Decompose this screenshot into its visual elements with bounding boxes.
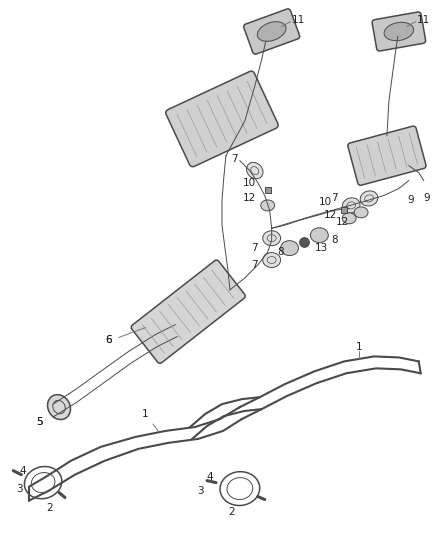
Text: 7: 7 bbox=[251, 260, 258, 270]
Text: 3: 3 bbox=[16, 483, 23, 494]
FancyBboxPatch shape bbox=[244, 9, 300, 54]
Text: 5: 5 bbox=[36, 417, 42, 427]
FancyBboxPatch shape bbox=[348, 126, 426, 185]
Ellipse shape bbox=[384, 22, 413, 41]
FancyBboxPatch shape bbox=[131, 260, 245, 364]
Text: 6: 6 bbox=[106, 335, 112, 344]
Text: 10: 10 bbox=[243, 177, 256, 188]
Text: 7: 7 bbox=[251, 243, 258, 253]
Text: 10: 10 bbox=[319, 197, 332, 207]
Ellipse shape bbox=[311, 228, 328, 243]
Text: 6: 6 bbox=[106, 335, 112, 344]
Text: 4: 4 bbox=[20, 466, 27, 475]
Text: 4: 4 bbox=[207, 472, 213, 482]
Text: 12: 12 bbox=[243, 193, 256, 204]
Ellipse shape bbox=[247, 163, 263, 179]
Text: 5: 5 bbox=[36, 417, 42, 427]
FancyBboxPatch shape bbox=[372, 12, 426, 51]
Text: 3: 3 bbox=[197, 486, 203, 496]
Ellipse shape bbox=[261, 200, 275, 211]
Ellipse shape bbox=[263, 253, 281, 268]
Text: 7: 7 bbox=[231, 154, 238, 164]
Text: 12: 12 bbox=[324, 211, 337, 220]
Ellipse shape bbox=[343, 198, 360, 213]
Text: 9: 9 bbox=[424, 193, 430, 204]
Text: 11: 11 bbox=[292, 14, 305, 25]
Ellipse shape bbox=[360, 191, 378, 206]
Text: 1: 1 bbox=[356, 343, 362, 352]
Text: 11: 11 bbox=[417, 14, 430, 25]
Text: 13: 13 bbox=[314, 243, 328, 253]
Text: 2: 2 bbox=[229, 507, 235, 518]
Ellipse shape bbox=[263, 231, 281, 246]
Text: 1: 1 bbox=[142, 409, 159, 432]
FancyBboxPatch shape bbox=[166, 71, 278, 167]
Ellipse shape bbox=[258, 22, 286, 42]
Ellipse shape bbox=[281, 241, 298, 255]
Text: 8: 8 bbox=[278, 247, 284, 257]
Text: 2: 2 bbox=[46, 504, 53, 513]
Ellipse shape bbox=[48, 394, 71, 419]
Ellipse shape bbox=[354, 207, 368, 218]
Text: 7: 7 bbox=[331, 193, 337, 204]
Text: 12: 12 bbox=[336, 217, 349, 227]
Text: 8: 8 bbox=[331, 235, 338, 245]
Text: 9: 9 bbox=[407, 196, 414, 205]
Ellipse shape bbox=[342, 213, 356, 224]
